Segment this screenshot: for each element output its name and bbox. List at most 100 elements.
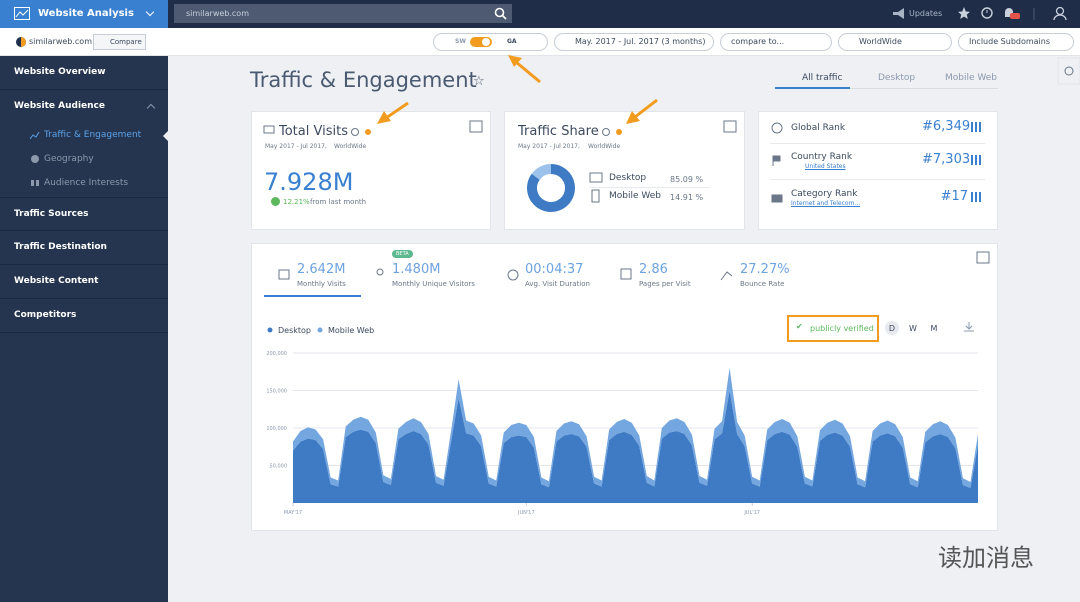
rank-value: #7,303 xyxy=(922,152,971,167)
updates-link[interactable]: Updates xyxy=(909,9,943,18)
card-region: WorldWide xyxy=(588,143,621,150)
favorite-star[interactable]: ☆ xyxy=(473,74,485,89)
rank-label: Global Rank xyxy=(791,123,846,133)
top-icons xyxy=(958,6,1067,21)
date-select[interactable]: May. 2017 - Jul. 2017 (3 months) xyxy=(554,33,714,51)
nav-subitem[interactable]: Traffic & Engagement xyxy=(44,130,142,140)
toggle-knob xyxy=(482,38,490,46)
granularity-option[interactable]: M xyxy=(931,324,938,333)
page-title: Traffic & Engagement xyxy=(250,68,477,92)
metric-label[interactable]: Avg. Visit Duration xyxy=(525,280,590,288)
metric-value[interactable]: 1.480M xyxy=(392,262,441,277)
legend-label: Mobile Web xyxy=(328,326,374,335)
watermark: 读加消息 xyxy=(938,544,1034,572)
card-title: Traffic Share xyxy=(518,124,599,139)
metric-label[interactable]: Monthly Visits xyxy=(297,280,346,288)
subitem-icons xyxy=(30,131,40,186)
change-icon xyxy=(271,197,280,206)
app-name: Website Analysis xyxy=(38,8,134,19)
beta-badge: BETA xyxy=(392,250,413,258)
y-tick-label: 200,000 xyxy=(266,351,287,357)
rank-value: #17 xyxy=(940,189,968,204)
decor-icons xyxy=(263,57,1080,281)
download-icon xyxy=(964,322,974,332)
change-value: 12.21% xyxy=(283,198,310,206)
donut-segment xyxy=(527,164,575,212)
verified-box[interactable] xyxy=(787,315,879,342)
metric-value[interactable]: 2.642M xyxy=(297,262,346,277)
area xyxy=(293,390,978,503)
nav-item[interactable]: Competitors xyxy=(0,299,168,333)
rank-sub[interactable]: Internet and Telecom... xyxy=(791,200,861,207)
total-visits-card xyxy=(251,111,491,230)
metric-label[interactable]: Pages per Visit xyxy=(639,280,691,288)
metric-label[interactable]: Bounce Rate xyxy=(740,280,785,288)
region-select[interactable]: WorldWide xyxy=(838,33,952,51)
card-period: May 2017 - Jul 2017, xyxy=(265,143,327,150)
metric-value[interactable]: 27.27% xyxy=(740,262,790,277)
y-tick-label: 100,000 xyxy=(266,426,287,432)
compare-label: Compare xyxy=(110,38,142,46)
metric-value[interactable]: 00:04:37 xyxy=(525,262,584,277)
y-tick-label: 150,000 xyxy=(266,389,287,395)
nav-item[interactable]: Traffic Destination xyxy=(0,231,168,265)
updates-icon xyxy=(893,8,904,19)
legend-marker xyxy=(266,326,274,334)
sw-label: SW xyxy=(455,38,466,45)
nav-item[interactable]: Website Audience xyxy=(14,101,105,111)
subdomains-select[interactable]: Include Subdomains xyxy=(958,33,1074,51)
compare-select[interactable]: compare to... xyxy=(720,33,832,51)
x-tick-label: JUL'17 xyxy=(743,510,760,516)
tab-underline xyxy=(775,88,998,89)
y-tick-label: 50,000 xyxy=(270,464,288,470)
site-logo xyxy=(16,37,26,47)
x-tick-label: JUN'17 xyxy=(517,510,535,516)
share-label: Desktop xyxy=(609,173,647,183)
rank-label: Country Rank xyxy=(791,152,853,162)
nav-item[interactable]: Traffic Sources xyxy=(0,197,168,231)
metric-value[interactable]: 2.86 xyxy=(639,262,668,277)
arrows xyxy=(377,55,658,124)
search-box[interactable] xyxy=(174,4,512,23)
tab[interactable]: Desktop xyxy=(878,73,916,83)
compare-button[interactable] xyxy=(93,34,146,50)
nav-subitem[interactable]: Geography xyxy=(44,154,94,164)
card-title: Total Visits xyxy=(279,124,348,139)
search-text: similarweb.com xyxy=(186,9,249,18)
metric-label[interactable]: Monthly Unique Visitors xyxy=(392,280,475,288)
tab-active-bar xyxy=(775,87,850,89)
rank-divider xyxy=(770,143,985,144)
share-divider xyxy=(590,187,710,188)
card-region: WorldWide xyxy=(334,143,367,150)
rank-label: Category Rank xyxy=(791,189,858,199)
granularity-option[interactable]: W xyxy=(909,324,917,333)
nav-item[interactable]: Website Overview xyxy=(0,56,168,90)
area xyxy=(293,368,978,488)
site-name: similarweb.com xyxy=(29,37,92,46)
search-icon[interactable] xyxy=(494,7,507,20)
nav-item[interactable]: Website Content xyxy=(0,265,168,299)
change-note: from last month xyxy=(310,198,367,206)
sidebar xyxy=(0,56,168,602)
active-pointer xyxy=(163,131,168,141)
app-icon xyxy=(14,7,30,20)
tab[interactable]: Mobile Web xyxy=(945,73,998,83)
nav-subitem[interactable]: Audience Interests xyxy=(44,178,129,188)
rank-sub[interactable]: United States xyxy=(805,163,846,170)
verified-text: publicly verified xyxy=(810,324,874,333)
granularity-active xyxy=(885,321,899,335)
legend-label: Desktop xyxy=(278,326,311,335)
app-switcher[interactable] xyxy=(0,0,168,28)
x-tick-label: MAY'17 xyxy=(284,510,302,516)
ranks-card xyxy=(758,111,998,230)
ga-label: GA xyxy=(507,38,517,45)
share-value: 85.09 % xyxy=(670,175,704,184)
tab[interactable]: All traffic xyxy=(802,73,843,83)
rank-divider xyxy=(770,179,985,180)
rank-bars xyxy=(971,122,981,202)
toggle-switch[interactable] xyxy=(470,37,492,47)
donut-segment xyxy=(531,164,552,181)
granularity-option[interactable]: D xyxy=(889,324,895,333)
